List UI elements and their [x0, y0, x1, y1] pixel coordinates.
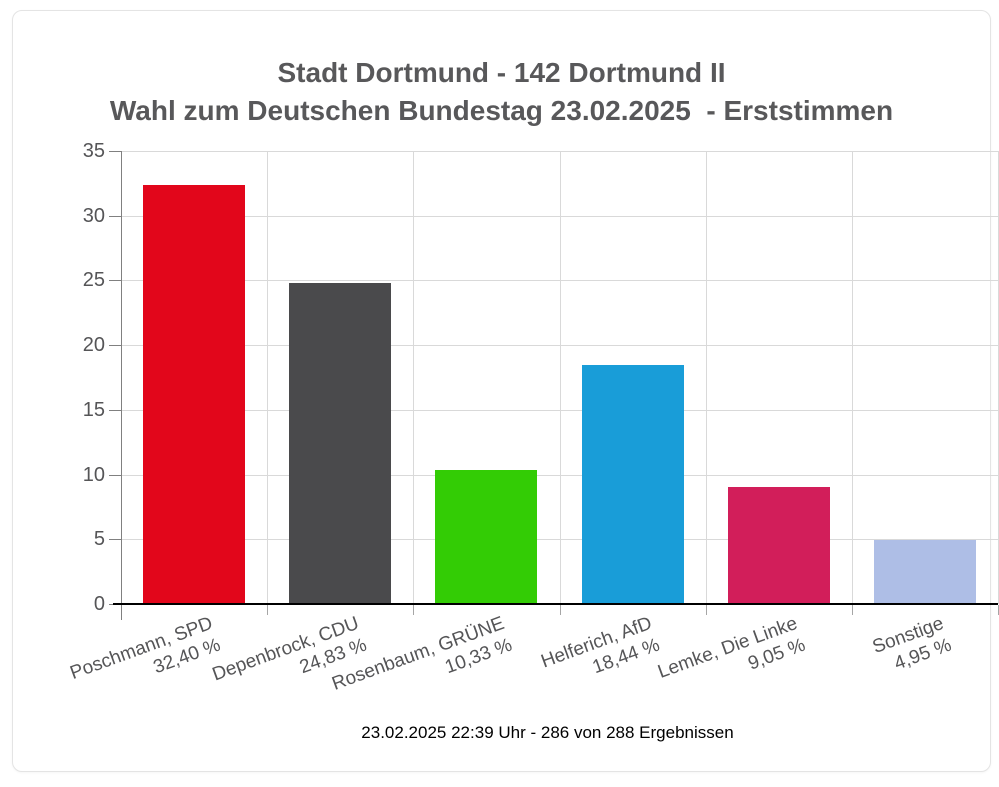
y-axis-label: 10: [82, 464, 105, 486]
x-axis-label-linke: Lemke, Die Linke 9,05 %: [655, 612, 809, 705]
status-text: 23.02.2025 22:39 Uhr - 286 von 288 Ergeb…: [361, 723, 734, 742]
y-axis-tick: [109, 280, 121, 281]
x-gridline: [706, 151, 707, 604]
x-axis-tick: [267, 605, 268, 615]
x-axis-tick: [852, 605, 853, 615]
chart-subtitle: Wahl zum Deutschen Bundestag 23.02.2025 …: [109, 95, 894, 126]
y-axis-tick: [109, 216, 121, 217]
chart-bar-gruene[interactable]: [435, 470, 537, 604]
chart-bar-sonstige[interactable]: [874, 540, 976, 604]
x-axis-label-spd: Poschmann, SPD 32,40 %: [67, 612, 224, 707]
y-axis-label: 0: [93, 593, 105, 615]
chart-bar-linke[interactable]: [728, 487, 830, 604]
x-axis-tick: [560, 605, 561, 615]
x-axis-label-sonstige: Sonstige 4,95 %: [870, 612, 955, 681]
y-axis-label: 35: [82, 140, 105, 162]
chart-bar-afd[interactable]: [582, 365, 684, 604]
x-gridline: [413, 151, 414, 604]
y-gridline: [121, 475, 998, 476]
x-gridline: [560, 151, 561, 604]
y-gridline: [121, 345, 998, 346]
y-gridline: [121, 151, 998, 152]
y-axis-label: 30: [82, 205, 105, 227]
y-axis-label: 15: [82, 399, 105, 421]
y-gridline: [121, 410, 998, 411]
y-axis-label: 25: [82, 269, 105, 291]
chart-panel: Stadt Dortmund - 142 Dortmund II Wahl zu…: [12, 10, 999, 772]
plot-area: 0 5 10 15 20 25 30 35 Poschmann, SPD 32,40 % Depen…: [13, 11, 999, 771]
y-axis-tick: [109, 539, 121, 540]
y-axis-tick: [109, 410, 121, 411]
y-axis-tick: [109, 151, 121, 152]
x-axis-tick: [706, 605, 707, 615]
chart-bar-spd[interactable]: [143, 185, 245, 604]
y-axis-label: 20: [82, 334, 105, 356]
y-axis-line: [121, 151, 122, 620]
chart-bar-cdu[interactable]: [289, 283, 391, 604]
y-gridline: [121, 216, 998, 217]
y-gridline: [121, 539, 998, 540]
y-axis-tick: [109, 345, 121, 346]
chart-title: Stadt Dortmund - 142 Dortmund II: [277, 57, 726, 88]
x-axis-label-afd: Helferich, AfD 18,44 %: [538, 612, 663, 695]
x-gridline: [267, 151, 268, 604]
x-axis-baseline: [113, 603, 998, 605]
x-gridline: [852, 151, 853, 604]
x-axis-tick: [413, 605, 414, 615]
y-axis-label: 5: [93, 528, 105, 550]
y-axis-tick: [109, 475, 121, 476]
y-gridline: [121, 280, 998, 281]
